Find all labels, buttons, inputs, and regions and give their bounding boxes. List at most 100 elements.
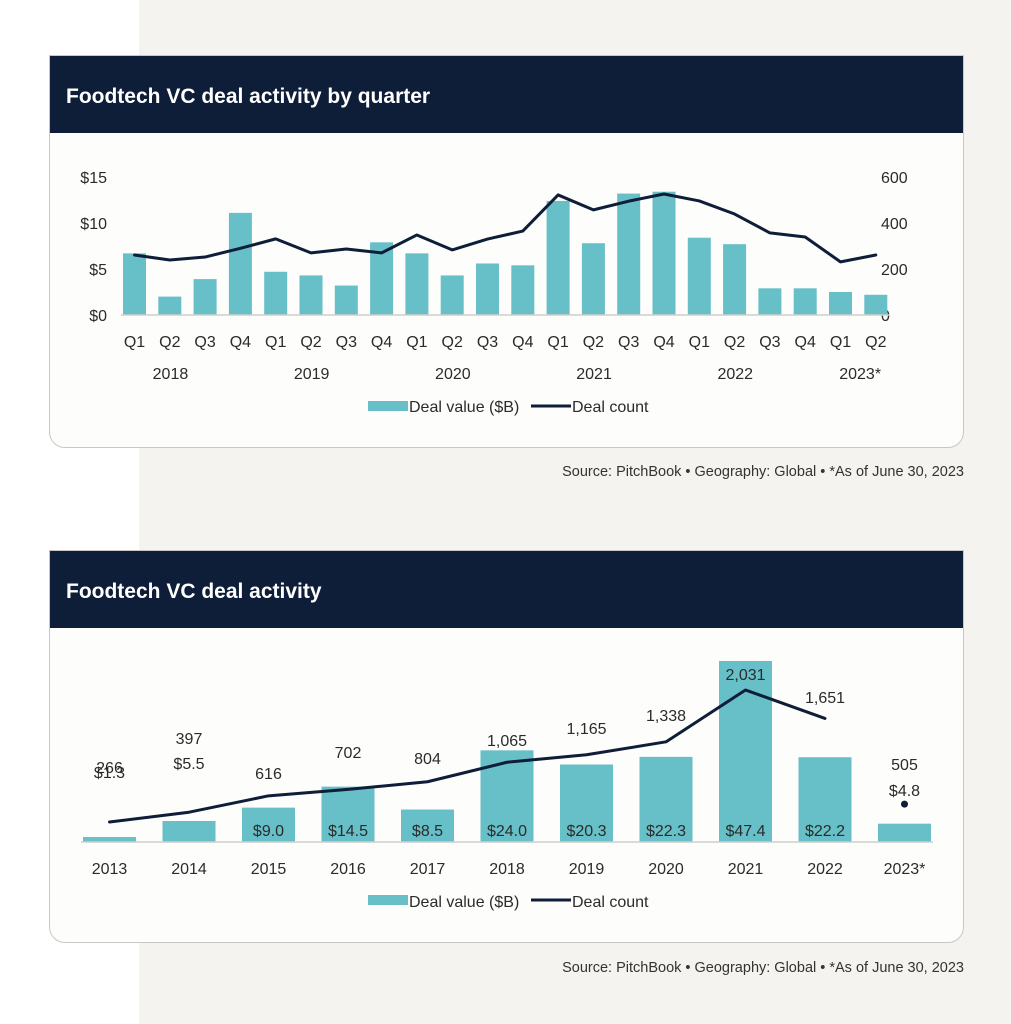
data-label-deal-count: 804 xyxy=(414,751,441,768)
point-deal-count xyxy=(901,800,908,808)
y-left-tick-label: $5 xyxy=(89,262,107,279)
legend-swatch-deal-value xyxy=(368,895,408,905)
annual-chart: $1.3 $5.5 $9.0 $14.5 $8.5 $24.0 $20.3 $22.3 $47.… xyxy=(81,661,933,911)
x-tick-label: Q2 xyxy=(583,334,604,351)
legend-label-deal-count: Deal count xyxy=(572,894,649,911)
bar-deal-value xyxy=(652,191,676,315)
data-label-deal-value: $47.4 xyxy=(725,823,765,840)
bar-deal-value xyxy=(158,296,182,315)
bar-deal-value xyxy=(440,275,464,315)
legend-label-deal-value: Deal value ($B) xyxy=(409,894,519,911)
data-label-deal-value: $9.0 xyxy=(253,823,284,840)
data-label-deal-value: $20.3 xyxy=(566,823,606,840)
quarterly-chart-title: Foodtech VC deal activity by quarter xyxy=(66,85,431,108)
quarterly-chart: $0 $5 $10 $15 0 200 400 600 Q1 Q2 Q3 Q4 Q1 Q2 Q3 Q4 Q1 Q2… xyxy=(80,170,908,416)
bar-deal-value xyxy=(193,279,217,315)
y-left-tick-label: $10 xyxy=(80,216,107,233)
x-tick-label: 2018 xyxy=(489,861,525,878)
data-label-deal-count: 505 xyxy=(891,757,918,774)
x-tick-label: Q1 xyxy=(830,334,851,351)
x-tick-label: 2014 xyxy=(171,861,207,878)
x-tick-label: Q2 xyxy=(300,334,321,351)
x-tick-label: 2016 xyxy=(330,861,366,878)
data-label-deal-value: $22.3 xyxy=(646,823,686,840)
bar-deal-value xyxy=(878,823,931,842)
bar-deal-value xyxy=(864,294,888,315)
bar-deal-value xyxy=(370,242,394,315)
x-tick-label: Q3 xyxy=(759,334,780,351)
bar-deal-value xyxy=(476,263,499,315)
bar-deal-value xyxy=(162,820,216,842)
bar-deal-value xyxy=(793,288,817,315)
annual-chart-source: Source: PitchBook • Geography: Global • … xyxy=(562,960,964,976)
bar-deal-value xyxy=(617,193,641,315)
bar-deal-value xyxy=(758,288,782,315)
bar-deal-value xyxy=(798,757,852,842)
y-right-tick-label: 0 xyxy=(881,308,890,325)
y-right-tick-label: 200 xyxy=(881,262,908,279)
data-label-deal-value: $1.3 xyxy=(94,765,125,782)
legend-label-deal-value: Deal value ($B) xyxy=(409,399,519,416)
x-tick-label: 2017 xyxy=(410,861,446,878)
data-label-deal-count: 397 xyxy=(176,731,203,748)
legend-label-deal-count: Deal count xyxy=(572,399,649,416)
y-left-tick-label: $0 xyxy=(89,308,107,325)
x-tick-label: Q1 xyxy=(689,334,710,351)
x-tick-label: Q3 xyxy=(477,334,498,351)
data-label-deal-value: $24.0 xyxy=(487,823,527,840)
bar-deal-value xyxy=(123,253,146,315)
bar-deal-value xyxy=(228,212,252,315)
data-label-deal-value: $5.5 xyxy=(173,756,204,773)
x-year-label: 2023* xyxy=(839,366,881,383)
bar-deal-value xyxy=(560,764,613,842)
data-label-deal-count: 1,338 xyxy=(646,708,686,725)
x-tick-label: Q3 xyxy=(336,334,357,351)
x-year-label: 2019 xyxy=(294,366,330,383)
x-tick-label: Q2 xyxy=(865,334,886,351)
quarterly-chart-source: Source: PitchBook • Geography: Global • … xyxy=(562,464,964,480)
x-tick-label: 2021 xyxy=(728,861,764,878)
annual-chart-card: Foodtech VC deal activity $1.3 $5.5 $9.0 $1… xyxy=(49,550,964,943)
x-tick-label: Q1 xyxy=(406,334,427,351)
x-tick-label: Q1 xyxy=(124,334,145,351)
x-year-label: 2022 xyxy=(717,366,753,383)
data-label-deal-value: $22.2 xyxy=(805,823,845,840)
bar-deal-value xyxy=(299,275,323,315)
x-tick-label: Q4 xyxy=(795,334,816,351)
x-year-label: 2021 xyxy=(576,366,612,383)
data-label-deal-count: 2,031 xyxy=(725,667,765,684)
legend-swatch-deal-value xyxy=(368,401,408,411)
annual-chart-header: Foodtech VC deal activity xyxy=(50,551,963,628)
x-tick-label: Q1 xyxy=(265,334,286,351)
bar-deal-value xyxy=(83,837,136,842)
bar-deal-value xyxy=(639,756,693,842)
data-label-deal-count: 266 xyxy=(96,760,123,777)
x-tick-label: 2020 xyxy=(648,861,684,878)
bar-deal-value xyxy=(546,200,570,315)
bar-deal-value xyxy=(719,661,772,842)
bar-deal-value xyxy=(511,265,535,315)
x-tick-label: 2013 xyxy=(92,861,128,878)
data-label-deal-count: 1,651 xyxy=(805,690,845,707)
x-tick-label: Q2 xyxy=(724,334,745,351)
x-tick-label: Q3 xyxy=(618,334,639,351)
data-label-deal-value: $8.5 xyxy=(412,823,443,840)
x-tick-label: Q4 xyxy=(371,334,392,351)
x-tick-label: Q4 xyxy=(653,334,674,351)
bar-deal-value xyxy=(242,807,295,842)
quarterly-chart-header: Foodtech VC deal activity by quarter xyxy=(50,56,963,133)
bar-deal-value xyxy=(723,244,747,315)
data-label-deal-count: 702 xyxy=(335,745,362,762)
x-tick-label: Q1 xyxy=(547,334,568,351)
data-label-deal-value: $14.5 xyxy=(328,823,368,840)
bar-deal-value xyxy=(401,809,454,842)
line-deal-count xyxy=(108,688,827,824)
x-tick-label: 2023* xyxy=(884,861,926,878)
y-right-tick-label: 600 xyxy=(881,170,908,187)
bar-deal-value xyxy=(405,253,429,315)
x-tick-label: Q2 xyxy=(442,334,463,351)
x-tick-label: Q3 xyxy=(194,334,215,351)
y-right-tick-label: 400 xyxy=(881,216,908,233)
x-tick-label: Q4 xyxy=(230,334,251,351)
bar-deal-value xyxy=(687,237,711,315)
